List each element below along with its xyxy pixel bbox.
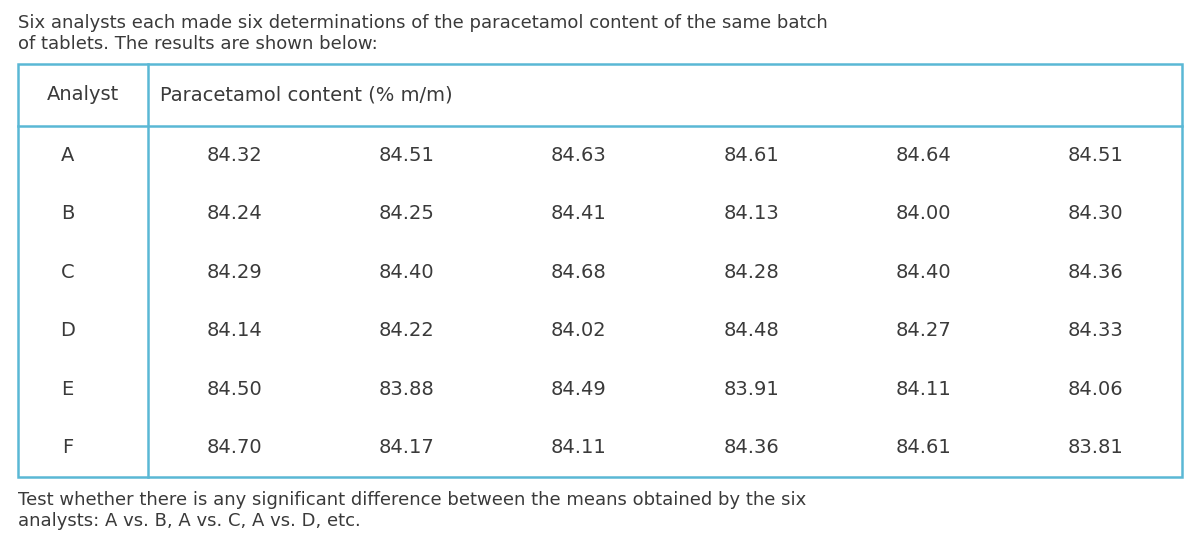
Text: 83.81: 83.81 bbox=[1068, 438, 1123, 457]
Text: Paracetamol content (% m/m): Paracetamol content (% m/m) bbox=[160, 86, 452, 105]
Text: 84.25: 84.25 bbox=[378, 204, 434, 223]
Text: 84.11: 84.11 bbox=[551, 438, 607, 457]
Text: 84.36: 84.36 bbox=[1068, 263, 1123, 282]
Text: 84.17: 84.17 bbox=[379, 438, 434, 457]
Text: 84.51: 84.51 bbox=[1068, 146, 1123, 165]
Text: 84.51: 84.51 bbox=[378, 146, 434, 165]
Text: 84.02: 84.02 bbox=[551, 321, 607, 340]
Text: 84.11: 84.11 bbox=[895, 380, 952, 399]
Text: F: F bbox=[61, 438, 73, 457]
Text: 84.30: 84.30 bbox=[1068, 204, 1123, 223]
Text: 84.70: 84.70 bbox=[206, 438, 262, 457]
Text: 84.64: 84.64 bbox=[895, 146, 952, 165]
Text: 84.36: 84.36 bbox=[724, 438, 779, 457]
Text: E: E bbox=[61, 380, 73, 399]
Text: 84.14: 84.14 bbox=[206, 321, 262, 340]
Text: 84.48: 84.48 bbox=[724, 321, 779, 340]
Text: 84.41: 84.41 bbox=[551, 204, 607, 223]
Text: C: C bbox=[60, 263, 74, 282]
Text: 84.49: 84.49 bbox=[551, 380, 607, 399]
Text: 84.24: 84.24 bbox=[206, 204, 262, 223]
Text: 84.06: 84.06 bbox=[1068, 380, 1123, 399]
Text: 84.13: 84.13 bbox=[724, 204, 779, 223]
Text: 84.22: 84.22 bbox=[379, 321, 434, 340]
Text: 84.27: 84.27 bbox=[895, 321, 952, 340]
Text: 84.68: 84.68 bbox=[551, 263, 607, 282]
Text: 84.32: 84.32 bbox=[206, 146, 262, 165]
Text: 84.28: 84.28 bbox=[724, 263, 779, 282]
Text: B: B bbox=[61, 204, 74, 223]
Text: 84.40: 84.40 bbox=[379, 263, 434, 282]
Text: 84.63: 84.63 bbox=[551, 146, 607, 165]
Text: 84.61: 84.61 bbox=[724, 146, 779, 165]
Text: Test whether there is any significant difference between the means obtained by t: Test whether there is any significant di… bbox=[18, 491, 806, 530]
Text: 84.29: 84.29 bbox=[206, 263, 262, 282]
Text: D: D bbox=[60, 321, 74, 340]
Text: 84.00: 84.00 bbox=[895, 204, 952, 223]
Text: Analyst: Analyst bbox=[47, 86, 119, 105]
Text: 84.50: 84.50 bbox=[206, 380, 262, 399]
Text: 83.91: 83.91 bbox=[724, 380, 779, 399]
Text: 84.40: 84.40 bbox=[895, 263, 952, 282]
Text: A: A bbox=[61, 146, 74, 165]
Text: Six analysts each made six determinations of the paracetamol content of the same: Six analysts each made six determination… bbox=[18, 14, 828, 53]
Text: 84.33: 84.33 bbox=[1068, 321, 1123, 340]
Text: 84.61: 84.61 bbox=[895, 438, 952, 457]
Text: 83.88: 83.88 bbox=[379, 380, 434, 399]
